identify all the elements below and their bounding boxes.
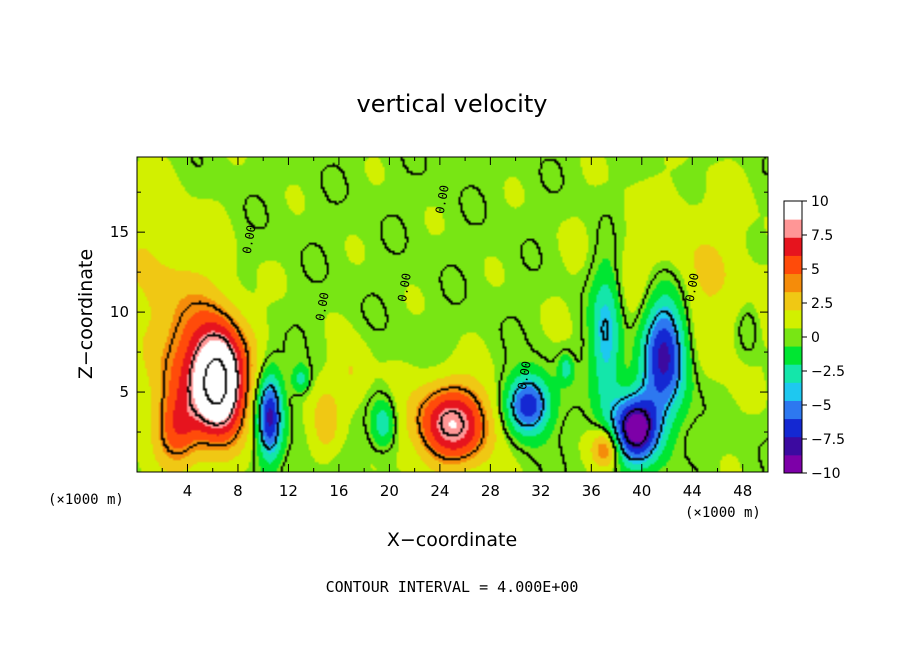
y-axis-ticks: 5 10 15 — [110, 191, 768, 433]
x-tick-label: 36 — [582, 482, 601, 500]
plot-frame — [136, 156, 769, 473]
colorbar-tick-label: −10 — [811, 466, 841, 482]
colorbar-tick-label: 5 — [811, 262, 820, 278]
y-tick-label: 5 — [119, 383, 129, 401]
colorbar-tick-label: 2.5 — [811, 296, 833, 312]
contour-labels: 0.00 0.00 0.00 0.00 0.00 0.00 — [240, 184, 702, 391]
colorbar-swatch — [784, 237, 802, 256]
x-tick-label: 16 — [329, 482, 348, 500]
chart-title: vertical velocity — [357, 90, 548, 118]
colorbar-swatches — [784, 201, 802, 474]
colorbar: 10 7.5 5 2.5 0 −2.5 −5 −7.5 −10 — [783, 194, 845, 482]
colorbar-swatch — [784, 273, 802, 293]
colorbar-tick-label: −5 — [811, 398, 832, 414]
contour-label: 0.00 — [395, 272, 414, 303]
x-tick-label: 32 — [531, 482, 550, 500]
colorbar-swatch — [784, 346, 802, 365]
contour-label: 0.00 — [433, 184, 452, 215]
colorbar-tick-label: −2.5 — [811, 364, 845, 380]
colorbar-swatch — [784, 291, 802, 311]
x-axis-label: X−coordinate — [387, 529, 517, 551]
contour-interval-footer: CONTOUR INTERVAL = 4.000E+00 — [326, 578, 579, 596]
colorbar-tick-label: 0 — [811, 330, 820, 346]
colorbar-swatch — [784, 201, 802, 220]
colorbar-swatch — [784, 418, 802, 438]
colorbar-swatch — [784, 364, 802, 383]
colorbar-tick-label: 7.5 — [811, 228, 833, 244]
colorbar-swatch — [784, 454, 802, 474]
colorbar-swatch — [784, 327, 802, 347]
colorbar-tick-label: −7.5 — [811, 432, 845, 448]
velocity-field — [137, 157, 768, 472]
x-tick-label: 24 — [430, 482, 449, 500]
colorbar-swatch — [784, 255, 802, 275]
x-tick-label: 40 — [632, 482, 651, 500]
x-tick-label: 44 — [683, 482, 702, 500]
contour-label: 0.00 — [515, 360, 534, 391]
colorbar-swatch — [784, 219, 802, 238]
colorbar-ticks: 10 7.5 5 2.5 0 −2.5 −5 −7.5 −10 — [802, 194, 845, 482]
x-unit-label-left: (×1000 m) — [48, 492, 124, 508]
y-axis-label: Z−coordinate — [75, 249, 97, 379]
colorbar-swatch — [784, 309, 802, 329]
x-unit-label-right: (×1000 m) — [685, 505, 761, 521]
x-tick-label: 8 — [233, 482, 243, 500]
x-tick-label: 48 — [733, 482, 752, 500]
x-tick-label: 28 — [481, 482, 500, 500]
x-tick-label: 20 — [380, 482, 399, 500]
contour-label: 0.00 — [240, 224, 259, 255]
y-tick-label: 10 — [110, 303, 129, 321]
colorbar-tick-label: 10 — [811, 194, 829, 210]
colorbar-swatch — [784, 382, 802, 401]
contour-label: 0.00 — [313, 291, 332, 322]
colorbar-swatch — [784, 436, 802, 456]
x-tick-label: 12 — [279, 482, 298, 500]
y-tick-label: 15 — [110, 223, 129, 241]
x-axis-ticks: 4 8 12 16 20 24 28 32 36 40 44 48 — [161, 157, 752, 500]
colorbar-swatch — [784, 400, 802, 420]
contour-label: 0.00 — [683, 272, 702, 303]
x-tick-label: 4 — [183, 482, 193, 500]
